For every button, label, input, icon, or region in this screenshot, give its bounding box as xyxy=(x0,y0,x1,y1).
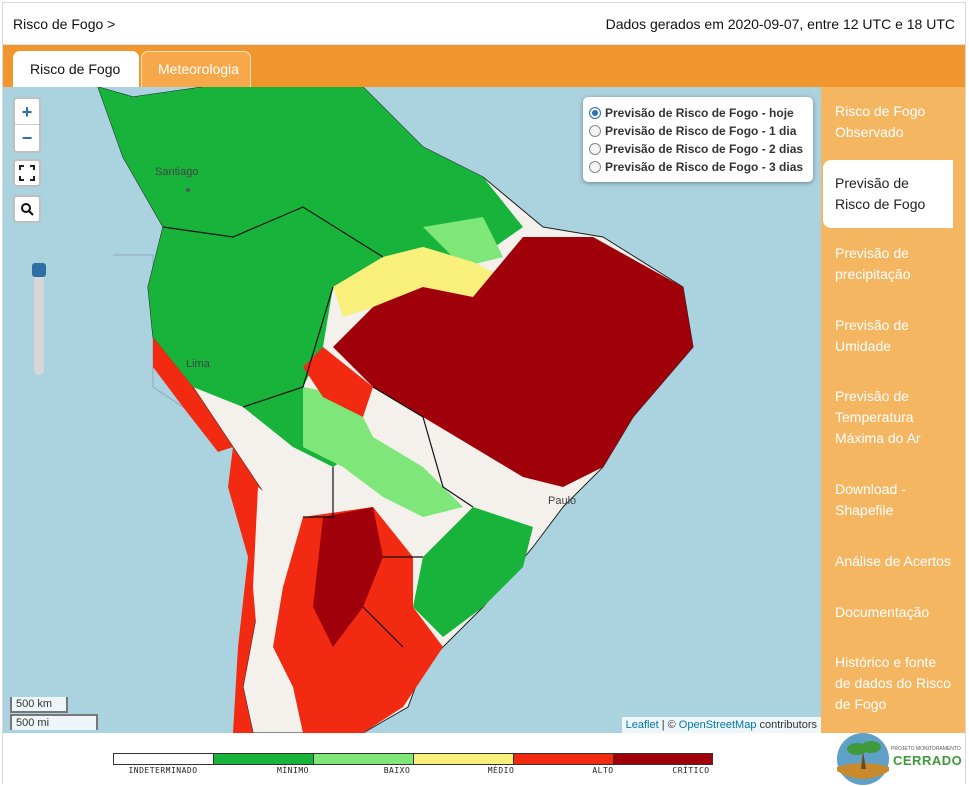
legend-label-critico: CRÍTICO xyxy=(672,766,710,775)
layer-option-3-dias[interactable]: Previsão de Risco de Fogo - 3 dias xyxy=(589,158,807,176)
fullscreen-button[interactable] xyxy=(13,159,41,187)
legend-swatch-critico xyxy=(613,753,713,765)
radio-1-dia[interactable] xyxy=(589,125,601,137)
layer-option-hoje[interactable]: Previsão de Risco de Fogo - hoje xyxy=(589,104,807,122)
logo-name: CERRADO xyxy=(893,753,963,768)
region-critico-south xyxy=(313,507,383,647)
legend-label-indeterminado: INDETERMINADO xyxy=(128,766,198,775)
scale-km: 500 km xyxy=(10,697,68,713)
legend-swatch-baixo xyxy=(313,753,413,765)
layer-label-1-dia: Previsão de Risco de Fogo - 1 dia xyxy=(605,124,797,138)
layer-option-1-dia[interactable]: Previsão de Risco de Fogo - 1 dia xyxy=(589,122,807,140)
sidebar-item-precipitacao[interactable]: Previsão de precipitação xyxy=(835,245,911,282)
logo-subtitle: PROJETO MONITORAMENTO xyxy=(891,746,961,752)
city-label-santiago: Santiago xyxy=(155,166,198,178)
opacity-slider-track[interactable] xyxy=(34,269,44,375)
tree-icon xyxy=(837,733,889,785)
sidebar-item-documentacao[interactable]: Documentação xyxy=(835,604,930,620)
legend-swatch-indeterminado xyxy=(113,753,213,765)
sidebar: Risco de Fogo Observado Previsão de Risc… xyxy=(821,87,965,733)
tab-bar: Risco de Fogo Meteorologia xyxy=(3,45,965,87)
map-attribution: Leaflet | © OpenStreetMap contributors xyxy=(621,717,821,733)
city-label-paulo: Paulo xyxy=(548,495,576,507)
region-baixo-north xyxy=(423,217,503,267)
leaflet-link[interactable]: Leaflet xyxy=(625,719,659,731)
city-dot-santiago xyxy=(186,188,190,192)
osm-link[interactable]: OpenStreetMap xyxy=(678,719,757,731)
legend-swatch-alto xyxy=(513,753,613,765)
legend-label-baixo: BAIXO xyxy=(383,766,411,775)
radio-hoje[interactable] xyxy=(589,107,601,119)
attribution-suffix: contributors xyxy=(759,719,817,731)
fire-risk-map[interactable]: Santiago Lima Paulo + − Previsão de Risc… xyxy=(3,87,821,733)
legend-label-medio: MÉDIO xyxy=(487,766,515,775)
region-baixo-central xyxy=(303,387,463,517)
legend-swatch-medio xyxy=(413,753,513,765)
legend-labels: INDETERMINADO MÍNIMO BAIXO MÉDIO ALTO CR… xyxy=(113,766,713,778)
region-minimo-north xyxy=(98,87,523,467)
sidebar-item-analise[interactable]: Análise de Acertos xyxy=(835,553,951,569)
region-critico-brazil xyxy=(333,237,693,487)
zoom-out-button[interactable]: − xyxy=(21,128,33,148)
sidebar-item-download[interactable]: Download - Shapefile xyxy=(835,481,906,518)
city-label-lima: Lima xyxy=(186,358,211,370)
generation-timestamp: Dados gerados em 2020-09-07, entre 12 UT… xyxy=(605,16,955,32)
breadcrumb[interactable]: Risco de Fogo > xyxy=(13,16,116,32)
sidebar-item-temperatura[interactable]: Previsão de Temperatura Máxima do Ar xyxy=(835,388,921,446)
layer-selector: Previsão de Risco de Fogo - hoje Previsã… xyxy=(583,97,813,182)
top-bar: Risco de Fogo > Dados gerados em 2020-09… xyxy=(3,3,965,45)
region-alto-south xyxy=(273,507,443,733)
region-medio-band xyxy=(333,247,503,317)
country-borders xyxy=(162,206,474,648)
region-indeterminado-andes xyxy=(253,487,283,647)
sidebar-item-previsao-risco[interactable]: Previsão de Risco de Fogo xyxy=(823,160,953,228)
tab-risco-de-fogo[interactable]: Risco de Fogo xyxy=(13,51,139,87)
region-alto-coast xyxy=(153,337,233,452)
cerrado-logo: PROJETO MONITORAMENTO CERRADO xyxy=(835,731,962,786)
opacity-slider-handle[interactable] xyxy=(32,263,46,277)
legend-label-minimo: MÍNIMO xyxy=(277,766,309,775)
radio-2-dias[interactable] xyxy=(589,143,601,155)
zoom-control: + − xyxy=(13,97,41,153)
attribution-separator: | © xyxy=(661,719,676,731)
legend-swatch-minimo xyxy=(213,753,313,765)
tab-meteorologia[interactable]: Meteorologia xyxy=(141,51,251,87)
sidebar-item-historico[interactable]: Histórico e fonte de dados do Risco de F… xyxy=(835,654,951,712)
layer-label-hoje: Previsão de Risco de Fogo - hoje xyxy=(605,106,794,120)
zoom-in-button[interactable]: + xyxy=(15,99,39,125)
layer-option-2-dias[interactable]: Previsão de Risco de Fogo - 2 dias xyxy=(589,140,807,158)
legend-label-alto: ALTO xyxy=(592,766,614,775)
scale-bar: 500 km 500 mi xyxy=(10,697,98,730)
search-icon xyxy=(21,203,34,216)
region-minimo-southeast xyxy=(413,507,533,637)
region-alto-central xyxy=(303,347,373,417)
layer-label-3-dias: Previsão de Risco de Fogo - 3 dias xyxy=(605,160,804,174)
legend-area: INDETERMINADO MÍNIMO BAIXO MÉDIO ALTO CR… xyxy=(3,733,965,785)
fullscreen-icon xyxy=(19,165,35,181)
sidebar-item-umidade[interactable]: Previsão de Umidade xyxy=(835,317,909,354)
scale-mi: 500 mi xyxy=(10,714,98,730)
layer-label-2-dias: Previsão de Risco de Fogo - 2 dias xyxy=(605,142,804,156)
sidebar-item-risco-observado[interactable]: Risco de Fogo Observado xyxy=(835,103,926,140)
map-canvas: Santiago Lima Paulo xyxy=(97,87,694,733)
color-legend xyxy=(113,753,713,765)
search-button[interactable] xyxy=(13,195,41,223)
radio-3-dias[interactable] xyxy=(589,161,601,173)
